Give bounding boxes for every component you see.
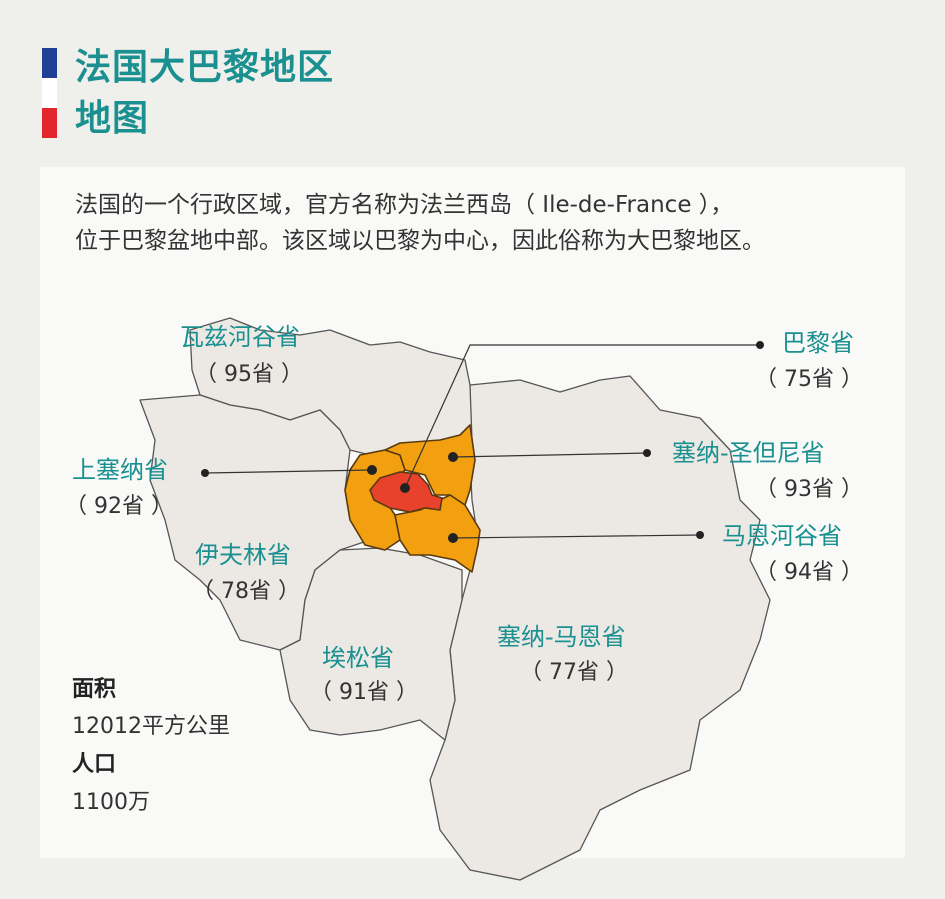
label-75: 巴黎省 (782, 329, 854, 357)
area-label: 面积 (72, 677, 117, 702)
code-75: （ 75省 ） (755, 367, 863, 392)
region-93 (384, 424, 476, 506)
label-78: 伊夫林省 (195, 541, 291, 569)
code-92: （ 92省 ） (65, 494, 173, 519)
code-94: （ 94省 ） (755, 560, 863, 585)
label-94: 马恩河谷省 (722, 522, 842, 550)
page-title: 法国大巴黎地区 (75, 47, 335, 88)
dot-75-end (756, 341, 764, 349)
flag-white-stripe (42, 78, 57, 108)
population-label: 人口 (72, 752, 117, 777)
label-91: 埃松省 (322, 644, 394, 672)
description-line1: 法国的一个行政区域，官方名称为法兰西岛（ Ile-de-France ）， (75, 192, 734, 218)
code-77: （ 77省 ） (520, 660, 628, 685)
code-93: （ 93省 ） (755, 477, 863, 502)
flag-blue-stripe (42, 48, 57, 78)
leader-line-94 (452, 534, 701, 539)
description-line2: 位于巴黎盆地中部。该区域以巴黎为中心，因此俗称为大巴黎地区。 (75, 228, 765, 254)
dot-94-end (696, 531, 704, 539)
code-95: （ 95省 ） (195, 362, 303, 387)
dot-92-end (201, 469, 209, 477)
dot-93-end (643, 449, 651, 457)
dot-92 (367, 465, 377, 475)
label-93: 塞纳-圣但尼省 (672, 439, 825, 467)
dot-94 (448, 533, 458, 543)
leader-line-93 (452, 452, 648, 458)
dot-75 (400, 483, 410, 493)
label-77: 塞纳-马恩省 (497, 623, 626, 651)
leader-line-75 (404, 344, 760, 489)
label-92: 上塞纳省 (72, 456, 168, 484)
code-91: （ 91省 ） (310, 680, 418, 705)
dot-93 (448, 452, 458, 462)
leader-line-92 (204, 469, 373, 474)
label-95: 瓦兹河谷省 (180, 323, 300, 351)
population-value: 1100万 (72, 790, 150, 815)
code-78: （ 78省 ） (192, 579, 300, 604)
flag-red-stripe (42, 108, 57, 138)
area-value: 12012平方公里 (72, 714, 230, 739)
page-title-line2: 地图 (75, 98, 150, 139)
